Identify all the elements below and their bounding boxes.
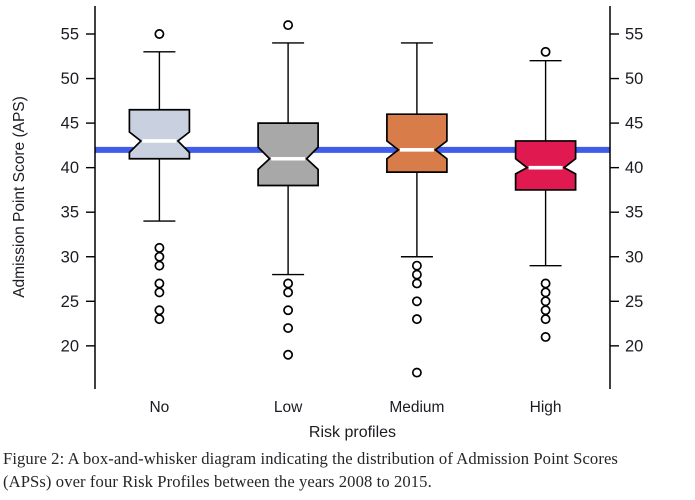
y-tick-label-right-55: 55 (625, 26, 643, 44)
x-tick-label-medium: Medium (389, 399, 444, 416)
y-tick-label-right-30: 30 (625, 248, 643, 266)
outlier-point (283, 305, 294, 316)
outlier-point (540, 314, 551, 325)
outlier-point (411, 278, 422, 289)
outlier-point (154, 314, 165, 325)
boxplot-high (514, 46, 577, 342)
y-tick-label-left-45: 45 (61, 115, 79, 133)
y-tick-label-left-20: 20 (61, 337, 79, 355)
boxplot-no (128, 29, 191, 325)
y-axis-title: Admission Point Score (APS) (11, 96, 28, 298)
outlier-point (154, 29, 165, 39)
box-body (514, 140, 577, 191)
outlier-point (283, 349, 294, 360)
y-tick-label-right-45: 45 (625, 115, 643, 133)
outlier-point (283, 287, 294, 298)
box-body (128, 108, 191, 160)
outlier-point (540, 46, 551, 57)
caption-line-1: Figure 2: A box-and-whisker diagram indi… (3, 449, 618, 468)
outlier-point (540, 331, 551, 342)
x-tick-label-high: High (530, 399, 562, 416)
y-tick-label-left-25: 25 (61, 293, 79, 311)
y-tick-label-left-40: 40 (61, 159, 79, 177)
outlier-point (154, 278, 165, 289)
outlier-point (154, 251, 165, 262)
outlier-point (154, 260, 165, 271)
x-tick-label-low: Low (274, 399, 303, 416)
outlier-point (411, 367, 422, 378)
boxplot-chart: 20 20 25 25 30 30 35 35 40 40 45 45 50 50 55 55 No Low Med… (11, 6, 643, 441)
x-axis-title: Risk profiles (309, 424, 396, 441)
caption-line-2: (APSs) over four Risk Profiles between t… (3, 472, 432, 492)
box-body (257, 122, 319, 187)
outlier-point (283, 278, 294, 289)
y-tick-label-right-35: 35 (625, 204, 643, 222)
y-tick-label-right-25: 25 (625, 293, 643, 311)
y-tick-label-left-30: 30 (61, 248, 79, 266)
outlier-point (411, 314, 422, 325)
outlier-point (540, 287, 551, 298)
box-body (386, 113, 448, 173)
outlier-point (540, 305, 551, 316)
outlier-point (283, 20, 294, 31)
outlier-point (411, 260, 422, 271)
y-tick-label-left-50: 50 (61, 70, 79, 88)
figure-caption: Figure 2: A box-and-whisker diagram indi… (3, 447, 693, 493)
outlier-point (154, 287, 165, 298)
boxplot-svg: 20 20 25 25 30 30 35 35 40 40 45 45 50 50 55 55 No Low Med… (11, 6, 643, 441)
x-tick-label-no: No (149, 399, 169, 416)
outlier-point (411, 296, 422, 307)
y-tick-label-right-50: 50 (625, 70, 643, 88)
y-tick-label-left-55: 55 (61, 26, 79, 44)
y-tick-label-right-40: 40 (625, 159, 643, 177)
outlier-point (283, 323, 294, 333)
boxplot-low (257, 20, 319, 360)
outlier-point (540, 278, 551, 289)
outlier-point (154, 242, 165, 253)
y-tick-label-left-35: 35 (61, 204, 79, 222)
outlier-point (411, 269, 422, 280)
y-tick-label-right-20: 20 (625, 337, 643, 355)
outlier-point (540, 296, 551, 307)
boxplot-medium (386, 42, 448, 378)
outlier-point (154, 305, 165, 316)
